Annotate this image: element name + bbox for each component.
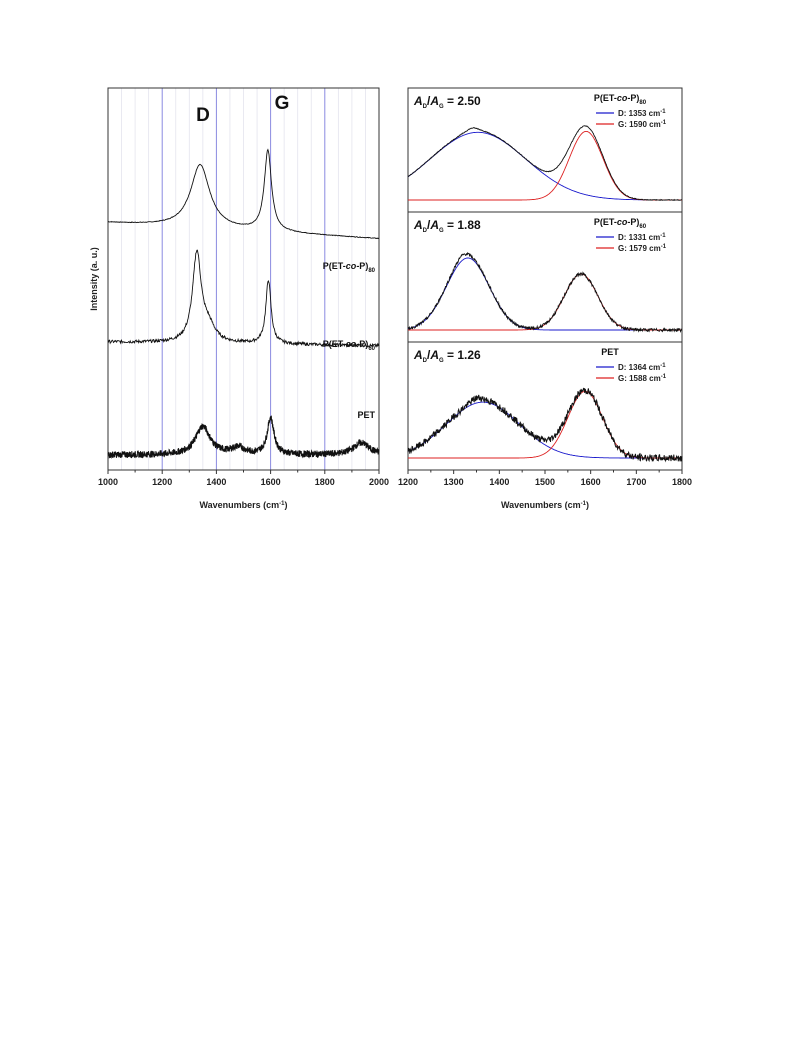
x-tick-label: 1300 xyxy=(444,477,464,487)
right-panel: 1200 1300 1400 1500 1600 1700 1800 Wavenumbers … xyxy=(398,87,692,510)
x-tick-label: 1600 xyxy=(261,477,281,487)
ratio-label: AD/AG = 1.88 xyxy=(413,218,481,234)
spectrum-line xyxy=(107,148,379,240)
experimental-spectrum-line xyxy=(407,387,683,463)
legend-entry: G: 1590 cm-1 xyxy=(618,120,667,129)
legend-entry: D: 1364 cm-1 xyxy=(618,363,666,372)
d-band-fit-line xyxy=(407,131,682,201)
x-tick-label: 1500 xyxy=(535,477,555,487)
ratio-label: AD/AG = 1.26 xyxy=(413,348,481,364)
x-axis-title: Wavenumbers (cm-1) xyxy=(501,500,589,510)
x-tick-label: 1700 xyxy=(626,477,646,487)
x-tick-label: 1000 xyxy=(98,477,118,487)
x-tick-label: 1600 xyxy=(581,477,601,487)
series-label: P(ET-co-P)60 xyxy=(323,339,376,352)
g-band-fit-line xyxy=(408,273,682,331)
ratio-label: AD/AG = 2.50 xyxy=(413,94,481,110)
legend-entry: G: 1579 cm-1 xyxy=(618,244,667,253)
d-band-fit-line xyxy=(407,401,682,459)
x-tick-label: 2000 xyxy=(369,477,389,487)
series-label: P(ET-co-P)80 xyxy=(323,261,376,274)
x-axis-title: Wavenumbers (cm-1) xyxy=(199,500,287,510)
x-tick-label: 1400 xyxy=(206,477,226,487)
peak-label: G xyxy=(275,93,290,114)
experimental-spectrum-line xyxy=(407,251,683,334)
spectrum-line xyxy=(107,249,380,348)
g-band-fit-line xyxy=(408,390,682,459)
peak-label: D xyxy=(196,105,210,126)
x-tick-label: 1200 xyxy=(152,477,172,487)
spectrum-line xyxy=(107,415,380,460)
x-tick-label: 1800 xyxy=(315,477,335,487)
series-label: PET xyxy=(357,410,375,420)
y-axis-title: Intensity (a. u.) xyxy=(89,247,99,311)
legend-entry: D: 1353 cm-1 xyxy=(618,109,666,118)
sample-label: PET xyxy=(601,347,619,357)
x-tick-label: 1400 xyxy=(489,477,509,487)
g-band-fit-line xyxy=(408,130,682,201)
legend-entry: G: 1588 cm-1 xyxy=(618,374,667,383)
d-band-fit-line xyxy=(407,257,682,331)
x-tick-label: 1200 xyxy=(398,477,418,487)
legend-entry: D: 1331 cm-1 xyxy=(618,233,666,242)
sample-label: P(ET-co-P)80 xyxy=(594,93,647,106)
experimental-spectrum-line xyxy=(407,125,683,202)
left-panel: 1000 1200 1400 1600 1800 2000 Wavenumbers (cm-… xyxy=(89,87,389,510)
x-tick-label: 1800 xyxy=(672,477,692,487)
sample-label: P(ET-co-P)60 xyxy=(594,217,647,230)
